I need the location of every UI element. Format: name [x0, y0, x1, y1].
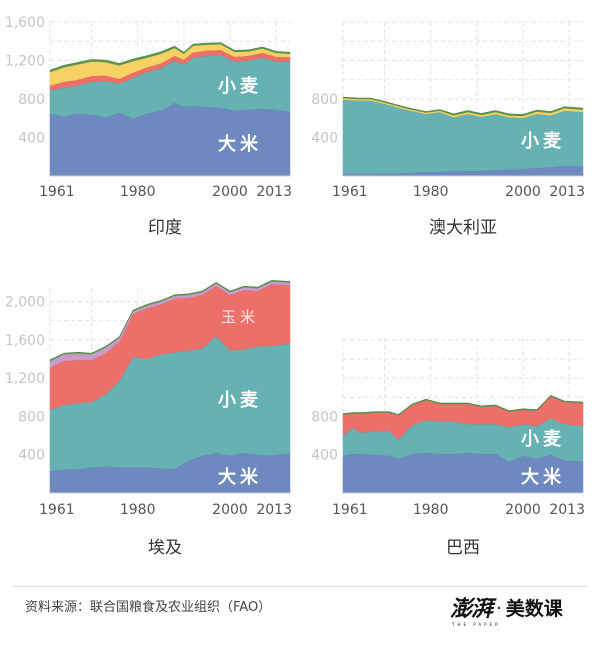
y-tick-label: 800	[311, 409, 338, 425]
y-tick-label: 800	[18, 92, 45, 108]
area-top_line	[342, 96, 584, 117]
x-tick-label: 2000	[212, 502, 248, 518]
stacked-areas	[342, 394, 584, 494]
y-axis-ticks: 400 800	[311, 92, 338, 147]
y-tick-label: 2,000	[5, 295, 45, 311]
the-paper-subtitle: THE PAPER	[452, 622, 501, 627]
x-tick-label: 2013	[549, 184, 585, 200]
x-tick-label: 1961	[39, 502, 75, 518]
y-tick-label: 400	[18, 131, 45, 147]
x-axis-ticks: 1961 1980 2000 2013	[39, 502, 292, 518]
area-top_line	[49, 42, 291, 73]
brand-separator: ·	[496, 598, 502, 619]
y-tick-label: 1,600	[5, 333, 45, 349]
x-tick-label: 2013	[256, 184, 292, 200]
series-label-rice: 大米	[218, 466, 262, 488]
y-tick-label: 400	[311, 131, 338, 147]
x-tick-label: 2000	[505, 502, 541, 518]
x-tick-label: 1961	[332, 502, 368, 518]
y-tick-label: 400	[18, 448, 45, 464]
brand-name: 美数课	[505, 598, 563, 620]
x-tick-label: 1961	[39, 184, 75, 200]
chart-title-india: 印度	[148, 218, 182, 238]
x-tick-label: 1980	[120, 184, 156, 200]
x-axis-ticks: 1961 1980 2000 2013	[332, 502, 585, 518]
x-tick-label: 2000	[505, 184, 541, 200]
y-tick-label: 1,600	[5, 15, 45, 31]
area-top_line	[342, 395, 584, 416]
y-tick-label: 1,200	[5, 371, 45, 387]
x-axis-ticks: 1961 1980 2000 2013	[332, 184, 585, 200]
y-axis-ticks: 400 800	[311, 409, 338, 463]
x-tick-label: 1980	[413, 184, 449, 200]
y-axis-ticks: 400 800 1,200 1,600	[5, 15, 45, 147]
y-tick-label: 400	[311, 448, 338, 464]
x-tick-label: 2013	[256, 502, 292, 518]
x-tick-label: 1961	[332, 184, 368, 200]
footer-divider	[13, 586, 587, 587]
y-tick-label: 800	[311, 92, 338, 108]
chart-title-australia: 澳大利亚	[429, 218, 497, 238]
chart-panel-egypt: 400 800 1,200 1,600 2,000 1961 1980 2000 2013 玉米小…	[5, 280, 292, 558]
brand-logo: 澎湃 THE PAPER · 美数课	[450, 596, 563, 627]
the-paper-logo: 澎湃	[450, 596, 493, 622]
stacked-areas	[342, 96, 584, 177]
series-label-wheat: 小麦	[218, 389, 262, 411]
x-tick-label: 2000	[212, 184, 248, 200]
series-label-rice: 大米	[521, 466, 565, 488]
series-label-rice: 大米	[218, 133, 262, 155]
stacked-areas	[49, 280, 291, 494]
y-tick-label: 1,200	[5, 54, 45, 70]
chart-title-egypt: 埃及	[148, 538, 182, 558]
series-label-wheat: 小麦	[218, 75, 262, 97]
series-label-maize: 玉米	[221, 308, 259, 326]
y-tick-label: 800	[18, 409, 45, 425]
chart-title-brazil: 巴西	[446, 538, 480, 558]
x-tick-label: 1980	[413, 502, 449, 518]
x-tick-label: 1980	[120, 502, 156, 518]
y-axis-ticks: 400 800 1,200 1,600 2,000	[5, 295, 45, 464]
series-label-wheat: 小麦	[521, 130, 565, 152]
stacked-areas	[49, 42, 291, 177]
source-note: 资料来源：联合国粮食及农业组织（FAO）	[25, 600, 272, 615]
series-label-wheat: 小麦	[521, 428, 565, 450]
area-top_line	[49, 280, 291, 362]
x-tick-label: 2013	[549, 502, 585, 518]
x-axis-ticks: 1961 1980 2000 2013	[39, 184, 292, 200]
